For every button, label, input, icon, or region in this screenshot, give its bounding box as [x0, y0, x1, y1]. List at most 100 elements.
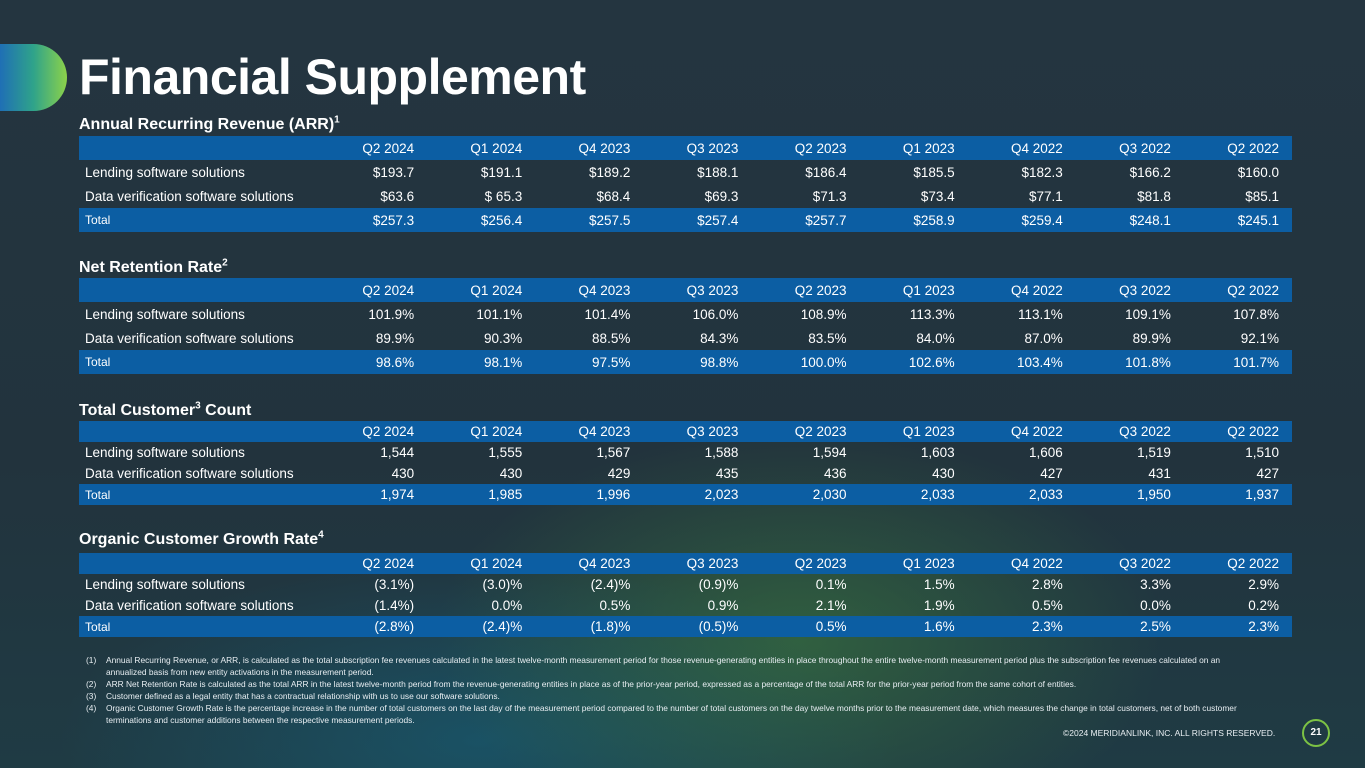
quarter-header: Q4 2023: [535, 553, 644, 574]
value-cell: 113.3%: [909, 306, 955, 322]
quarter-header: Q2 2024: [319, 136, 428, 160]
value-cell: (2.4)%: [427, 616, 536, 637]
value-cell: $166.2: [1129, 164, 1171, 180]
quarter-header: Q2 2023: [751, 421, 860, 442]
header-label-cell: [79, 136, 319, 160]
value-cell: 2,033: [967, 484, 1076, 505]
quarter-header: Q2 2022: [1183, 278, 1292, 302]
value-cell: 100.0%: [751, 350, 860, 374]
value-cell: $ 65.3: [484, 188, 523, 204]
value-cell: 98.1%: [427, 350, 536, 374]
quarter-header: Q1 2024: [427, 136, 536, 160]
value-cell: $259.4: [967, 208, 1076, 232]
value-cell: 1,974: [319, 484, 428, 505]
row-label: Data verification software solutions: [85, 188, 294, 204]
quarter-header: Q4 2022: [967, 553, 1076, 574]
nrr-section-title: Net Retention Rate2: [79, 258, 228, 278]
value-cell: (3.1%): [374, 577, 415, 592]
footnote-number: (3): [86, 691, 97, 701]
footnote-text: ARR Net Retention Rate is calculated as …: [106, 679, 1077, 689]
value-cell: $182.3: [1021, 164, 1063, 180]
quarter-header: Q3 2022: [1075, 553, 1184, 574]
data-verification-row: Data verification software solutions 89.9…: [79, 326, 1292, 350]
value-cell: 87.0%: [1024, 330, 1063, 346]
nrr-table: Q2 2024 Q1 2024 Q4 2023 Q3 2023 Q2 2023 Q1 20…: [79, 278, 1292, 374]
value-cell: 107.8%: [1233, 306, 1279, 322]
data-verification-row: Data verification software solutions (1.4…: [79, 595, 1292, 616]
value-cell: 1,594: [812, 445, 847, 460]
value-cell: 430: [932, 466, 955, 481]
value-cell: $189.2: [589, 164, 631, 180]
value-cell: (0.5)%: [643, 616, 752, 637]
value-cell: 427: [1256, 466, 1279, 481]
total-row: Total (2.8%) (2.4)% (1.8)% (0.5)% 0.5% 1.6% 2.3…: [79, 616, 1292, 637]
value-cell: 1,603: [920, 445, 955, 460]
footnote-number: (2): [86, 679, 97, 689]
quarter-header: Q2 2024: [319, 553, 428, 574]
row-label: Data verification software solutions: [85, 466, 294, 481]
value-cell: 2.3%: [1183, 616, 1292, 637]
quarter-header: Q4 2023: [535, 136, 644, 160]
value-cell: $188.1: [697, 164, 739, 180]
page-number-badge: 21: [1302, 719, 1330, 747]
page-title: Financial Supplement: [79, 49, 586, 105]
footnote-3: (3) Customer defined as a legal entity th…: [86, 690, 1256, 702]
value-cell: 1,510: [1245, 445, 1279, 460]
value-cell: $191.1: [480, 164, 523, 180]
value-cell: 1.6%: [859, 616, 968, 637]
row-label: Lending software solutions: [85, 164, 245, 180]
footnote-2: (2) ARR Net Retention Rate is calculated …: [86, 678, 1256, 690]
value-cell: 103.4%: [967, 350, 1076, 374]
value-cell: 1,950: [1075, 484, 1184, 505]
value-cell: 89.9%: [375, 330, 415, 346]
value-cell: $160.0: [1237, 164, 1279, 180]
value-cell: 1,555: [488, 445, 523, 460]
value-cell: 1,544: [380, 445, 415, 460]
arr-table: Q2 2024 Q1 2024 Q4 2023 Q3 2023 Q2 2023 Q1 20…: [79, 136, 1292, 232]
footnote-4: (4) Organic Customer Growth Rate is the p…: [86, 702, 1256, 726]
footnote-number: (1): [86, 655, 97, 665]
quarter-header: Q1 2023: [859, 278, 968, 302]
quarter-header: Q2 2022: [1183, 421, 1292, 442]
value-cell: 1,937: [1183, 484, 1292, 505]
growth-table: Q2 2024 Q1 2024 Q4 2023 Q3 2023 Q2 2023 Q1 20…: [79, 553, 1292, 637]
value-cell: 430: [391, 466, 415, 481]
quarter-header: Q1 2023: [859, 421, 968, 442]
value-cell: 90.3%: [483, 330, 523, 346]
quarter-header: Q3 2022: [1075, 421, 1184, 442]
customers-section-title: Total Customer3 Count: [79, 401, 251, 421]
quarter-header: Q1 2024: [427, 278, 536, 302]
data-verification-row: Data verification software solutions $63.…: [79, 184, 1292, 208]
value-cell: 427: [1040, 466, 1063, 481]
value-cell: (1.4%): [374, 598, 415, 613]
footnote-number: (4): [86, 703, 97, 713]
growth-title-text: Organic Customer Growth Rate: [79, 531, 319, 548]
lending-row: Lending software solutions $193.7 $191.1 $1…: [79, 160, 1292, 184]
footnotes: (1) Annual Recurring Revenue, or ARR, is …: [86, 654, 1256, 726]
value-cell: 1,606: [1028, 445, 1063, 460]
value-cell: $71.3: [812, 188, 847, 204]
row-label: Total: [79, 484, 319, 505]
quarter-header: Q3 2023: [643, 278, 752, 302]
value-cell: $256.4: [427, 208, 536, 232]
value-cell: $185.5: [913, 164, 955, 180]
value-cell: $257.5: [535, 208, 644, 232]
quarter-header: Q1 2023: [859, 553, 968, 574]
quarter-header: Q2 2024: [319, 278, 428, 302]
value-cell: 431: [1148, 466, 1171, 481]
value-cell: $257.3: [319, 208, 428, 232]
footnote-1: (1) Annual Recurring Revenue, or ARR, is …: [86, 654, 1256, 678]
quarter-header: Q1 2024: [427, 421, 536, 442]
row-label: Total: [79, 616, 319, 637]
quarter-header: Q4 2022: [967, 278, 1076, 302]
value-cell: 429: [607, 466, 631, 481]
quarter-header: Q3 2023: [643, 421, 752, 442]
quarter-header: Q2 2023: [751, 553, 860, 574]
value-cell: 2,030: [751, 484, 860, 505]
value-cell: (2.4)%: [590, 577, 631, 592]
header-label-cell: [79, 421, 319, 442]
row-label: Total: [79, 208, 319, 232]
value-cell: 84.3%: [700, 330, 739, 346]
footnote-text: Organic Customer Growth Rate is the perc…: [106, 703, 1237, 725]
quarter-header: Q4 2023: [535, 278, 644, 302]
